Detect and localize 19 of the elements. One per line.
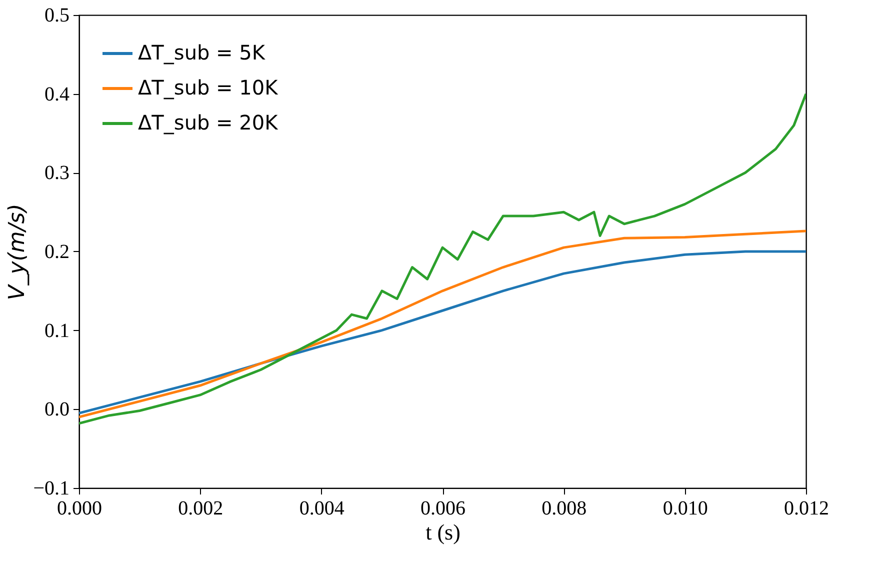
x-tick-label: 0.010 xyxy=(662,498,708,520)
x-tick-label: 0.004 xyxy=(299,498,344,520)
y-tick-label: 0.3 xyxy=(44,162,70,184)
x-tick-label: 0.006 xyxy=(420,498,466,520)
x-tick-label: 0.012 xyxy=(784,498,829,520)
y-tick-label: 0.0 xyxy=(44,398,70,421)
legend-label: ΔT_sub = 5K xyxy=(138,40,266,64)
x-tick-label: 0.002 xyxy=(178,498,224,520)
y-axis-title: V_y(m/s) xyxy=(5,204,30,300)
y-tick-label: −0.1 xyxy=(33,478,70,500)
y-tick-label: 0.2 xyxy=(44,241,70,263)
legend-label: ΔT_sub = 20K xyxy=(138,110,279,134)
x-axis-title: t (s) xyxy=(426,520,460,544)
x-tick-label: 0.008 xyxy=(542,498,587,520)
y-tick-label: 0.5 xyxy=(44,4,70,26)
x-tick-label: 0.000 xyxy=(57,498,102,520)
legend-label: ΔT_sub = 10K xyxy=(138,76,279,100)
y-tick-label: 0.1 xyxy=(44,320,70,342)
y-tick-label: 0.4 xyxy=(44,83,70,106)
